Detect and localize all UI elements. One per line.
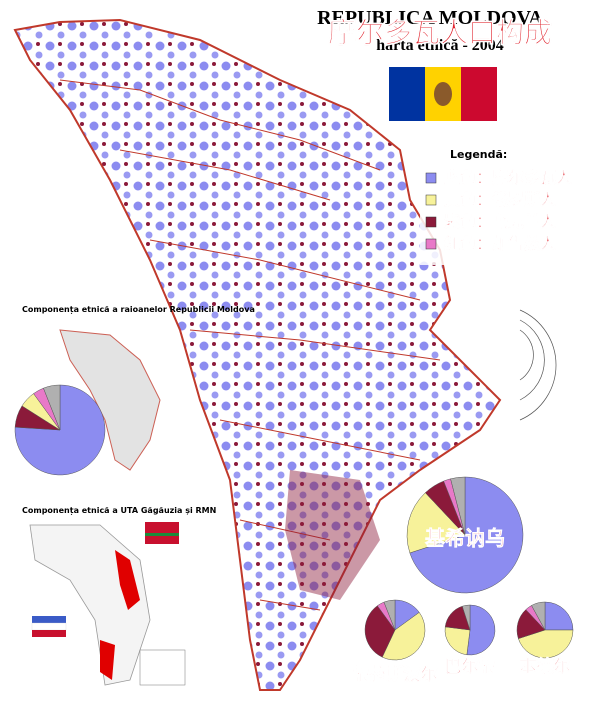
city-label: 巴尔蒂 [445,656,496,677]
district-borders [59,79,381,171]
inset-red-area [115,550,140,610]
flag [145,522,179,544]
moldova-map [13,18,502,691]
legend-title: Legendă: [450,148,507,161]
pie-slice [466,604,496,656]
legend-swatch [425,216,437,228]
title: REPUBLICA MOLDOVA [317,7,543,29]
pie-slice [544,601,574,631]
pie-slice [444,626,471,656]
inset-map [59,329,161,471]
legend-swatch [425,238,437,250]
city-label: 本德尔 [520,656,571,677]
legend-swatch [425,194,437,206]
city-label: 蒂拉斯波尔 [353,664,438,685]
legend-label: 黄色：俄罗斯人 [444,190,557,209]
pie-slice [381,612,426,661]
flag [389,67,497,121]
flag [31,616,67,637]
pie-slice [518,629,574,659]
inset-title: Componența etnică a raioanelor Republici… [22,305,255,315]
gagauzia-region [285,470,380,600]
pie-slice [43,384,61,431]
legend-label: 紫色：乌克兰人 [444,212,557,231]
legend-swatch [425,172,437,184]
district-borders [119,149,441,611]
pie-slice [364,605,396,658]
inset-title: Componența etnică a UTA Găgăuzia și RMN [22,506,216,516]
overlay-title: 摩尔多瓦人口构成 [328,16,552,49]
legend-label: 蓝色：摩尔多瓦人 [444,168,573,187]
legend-box [420,145,590,265]
pie-slice [409,476,524,594]
city-label: 基希讷乌 [425,526,505,550]
pie-slice [450,476,466,536]
pie-slice [531,601,546,631]
size-scale [519,309,557,421]
pie-slice [406,492,466,554]
pie-slice [461,604,471,631]
legend-label: 红色：加告兹人 [444,234,557,253]
pie-slice [383,599,396,631]
inset-red-area [100,640,115,680]
subtitle: harta etnică - 2004 [376,37,504,54]
inset-table [139,649,186,686]
